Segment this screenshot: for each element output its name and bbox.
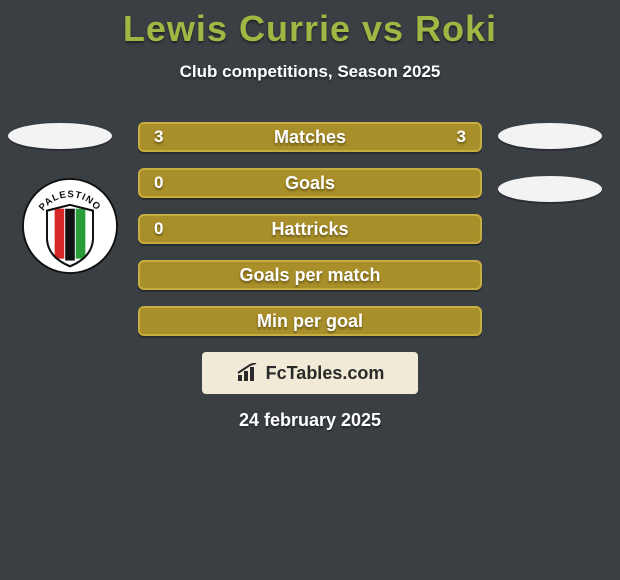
club-badge-palestino: PALESTINO xyxy=(22,178,118,274)
stat-rows: 3 Matches 3 0 Goals 0 Hattricks Goals pe… xyxy=(138,122,482,352)
club-badge-svg: PALESTINO xyxy=(22,178,118,274)
page-title: Lewis Currie vs Roki xyxy=(0,8,620,50)
stat-value-left: 0 xyxy=(154,219,163,239)
stat-label: Goals xyxy=(285,173,335,194)
flag-right-ellipse xyxy=(498,123,602,149)
bar-chart-icon xyxy=(236,363,260,383)
brand-text: FcTables.com xyxy=(266,363,385,384)
stat-row-goals: 0 Goals xyxy=(138,168,482,198)
footer-date: 24 february 2025 xyxy=(0,410,620,431)
stat-row-matches: 3 Matches 3 xyxy=(138,122,482,152)
stat-label: Min per goal xyxy=(257,311,363,332)
page-subtitle: Club competitions, Season 2025 xyxy=(0,62,620,82)
stat-row-min-per-goal: Min per goal xyxy=(138,306,482,336)
stat-value-left: 0 xyxy=(154,173,163,193)
stat-label: Goals per match xyxy=(239,265,380,286)
stat-row-hattricks: 0 Hattricks xyxy=(138,214,482,244)
stat-value-right: 3 xyxy=(457,127,466,147)
brand-box: FcTables.com xyxy=(202,352,418,394)
stat-value-left: 3 xyxy=(154,127,163,147)
stat-row-goals-per-match: Goals per match xyxy=(138,260,482,290)
flag-right-ellipse-2 xyxy=(498,176,602,202)
stat-label: Matches xyxy=(274,127,346,148)
infographic-canvas: Lewis Currie vs Roki Club competitions, … xyxy=(0,0,620,580)
stat-label: Hattricks xyxy=(271,219,348,240)
flag-left-ellipse xyxy=(8,123,112,149)
